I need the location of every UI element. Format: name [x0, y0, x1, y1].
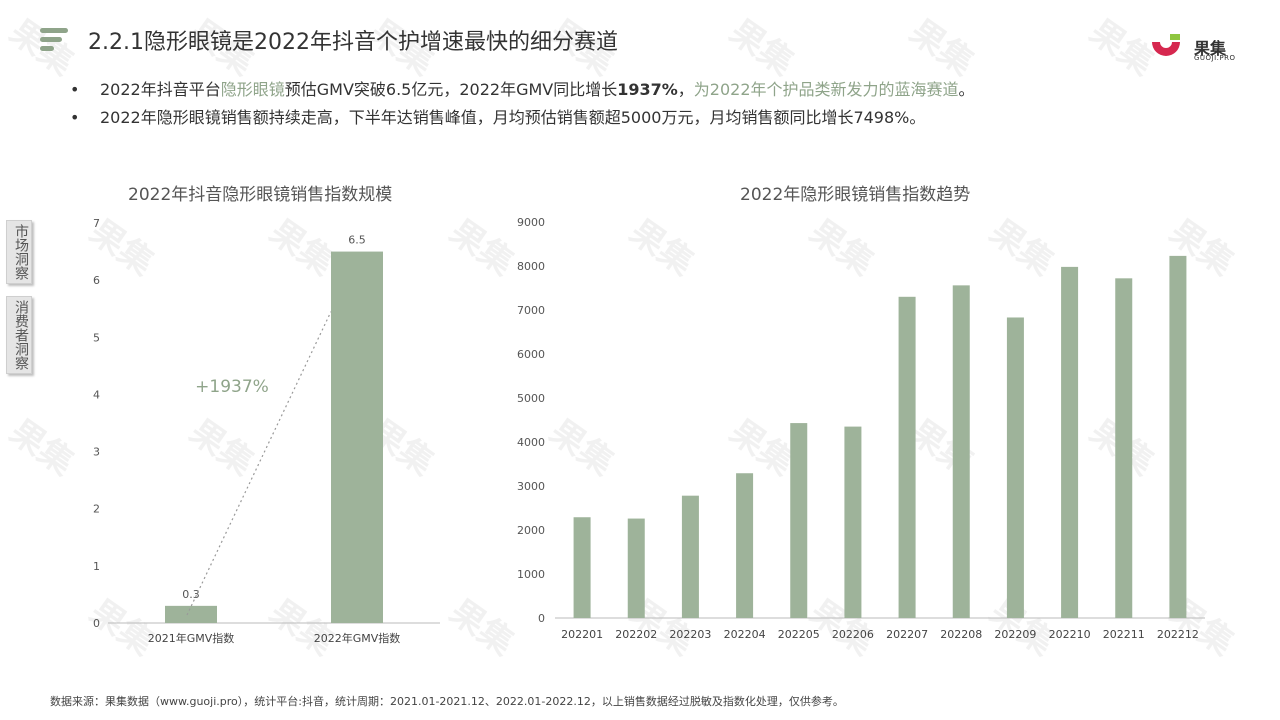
growth-annotation: +1937% — [195, 377, 269, 397]
bullet-highlight: 为2022年个护品类新发力的蓝海赛道 — [693, 80, 959, 99]
bar — [898, 296, 916, 618]
source-footnote: 数据来源：果集数据（www.guoji.pro），统计平台:抖音，统计周期：20… — [50, 695, 844, 708]
gmv-index-bar-chart: 0 1 2 3 4 5 6 7 0.3 2021年GMV指数 6.5 2022年GMV指数 +1937% — [93, 217, 440, 645]
y-tick-label: 6 — [93, 274, 100, 287]
y-tick-label: 9000 — [517, 216, 545, 229]
bullet-bold-value: 1937% — [617, 80, 678, 99]
bullet-item-2: 2022年隐形眼镜销售额持续走高，下半年达销售峰值，月均预估销售额超5000万元… — [70, 104, 1250, 132]
bullet-text: 。 — [958, 80, 975, 99]
bar — [952, 285, 970, 618]
x-tick-label: 2021年GMV指数 — [148, 631, 235, 645]
x-tick-label: 202205 — [778, 628, 820, 641]
summary-bullets: 2022年抖音平台隐形眼镜预估GMV突破6.5亿元，2022年GMV同比增长19… — [70, 76, 1250, 132]
bullet-highlight: 隐形眼镜 — [220, 80, 285, 99]
bar — [627, 518, 645, 618]
sales-trend-bar-chart: 0 1000 2000 3000 4000 5000 6000 7000 8000 9000 202… — [517, 216, 1205, 641]
x-tick-label: 202208 — [940, 628, 982, 641]
y-tick-label: 8000 — [517, 260, 545, 273]
chart-title-left: 2022年抖音隐形眼镜销售指数规模 — [128, 185, 393, 205]
y-tick-label: 5000 — [517, 392, 545, 405]
x-tick-label: 202212 — [1157, 628, 1199, 641]
chart-title-right: 2022年隐形眼镜销售指数趋势 — [740, 185, 971, 205]
y-tick-label: 1000 — [517, 568, 545, 581]
bar — [573, 517, 591, 618]
bar — [681, 495, 699, 618]
y-tick-label: 4 — [93, 388, 100, 401]
logo-subtext: GUOJI.PRO — [1194, 54, 1236, 62]
x-tick-label: 202202 — [615, 628, 657, 641]
x-tick-label: 2022年GMV指数 — [314, 631, 401, 645]
x-tick-label: 202211 — [1103, 628, 1145, 641]
bar — [165, 605, 217, 623]
y-tick-label: 0 — [93, 617, 100, 630]
bar — [331, 251, 383, 624]
y-tick-label: 5 — [93, 331, 100, 344]
bar — [1115, 278, 1133, 618]
bar — [1169, 255, 1187, 618]
x-tick-label: 202204 — [724, 628, 766, 641]
y-tick-label: 2000 — [517, 524, 545, 537]
y-tick-label: 0 — [538, 612, 545, 625]
bar — [1061, 266, 1079, 618]
bar — [790, 423, 808, 618]
x-tick-label: 202201 — [561, 628, 603, 641]
menu-lines-icon — [40, 28, 68, 52]
x-tick-label: 202207 — [886, 628, 928, 641]
bullet-item-1: 2022年抖音平台隐形眼镜预估GMV突破6.5亿元，2022年GMV同比增长19… — [70, 76, 1250, 104]
tab-market-insight[interactable]: 市场洞察 — [6, 220, 32, 284]
x-tick-label: 202210 — [1049, 628, 1091, 641]
y-tick-label: 7000 — [517, 304, 545, 317]
page-title: 2.2.1隐形眼镜是2022年抖音个护增速最快的细分赛道 — [88, 30, 618, 55]
x-tick-label: 202203 — [669, 628, 711, 641]
logo-text: 果集 — [1194, 39, 1227, 58]
y-tick-label: 7 — [93, 217, 100, 230]
bullet-text: ， — [677, 80, 694, 99]
y-tick-label: 6000 — [517, 348, 545, 361]
guoji-logo-icon — [1152, 34, 1180, 56]
y-tick-label: 2 — [93, 503, 100, 516]
y-tick-label: 3 — [93, 446, 100, 459]
data-label: 6.5 — [348, 234, 366, 247]
bullet-text: 2022年隐形眼镜销售额持续走高，下半年达销售峰值，月均预估销售额超5000万元… — [100, 108, 926, 127]
x-tick-label: 202206 — [832, 628, 874, 641]
bullet-text: 预估GMV突破6.5亿元，2022年GMV同比增长 — [284, 80, 618, 99]
tab-consumer-insight[interactable]: 消费者洞察 — [6, 296, 32, 374]
growth-trend-line — [186, 311, 332, 616]
y-tick-label: 4000 — [517, 436, 545, 449]
side-tabs: 市场洞察 消费者洞察 — [6, 220, 32, 386]
y-tick-label: 1 — [93, 560, 100, 573]
y-tick-label: 3000 — [517, 480, 545, 493]
x-tick-label: 202209 — [994, 628, 1036, 641]
bar — [844, 426, 862, 618]
bullet-text: 2022年抖音平台 — [100, 80, 221, 99]
bar — [736, 473, 754, 618]
bar — [1006, 317, 1024, 618]
data-label: 0.3 — [182, 588, 200, 601]
